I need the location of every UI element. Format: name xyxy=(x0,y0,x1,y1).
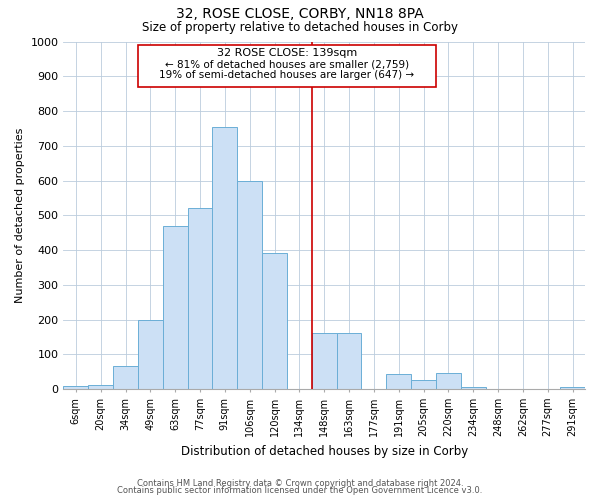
Bar xyxy=(212,126,237,389)
Bar xyxy=(188,208,212,389)
Bar xyxy=(337,334,361,389)
Text: 19% of semi-detached houses are larger (647) →: 19% of semi-detached houses are larger (… xyxy=(160,70,415,80)
Bar xyxy=(461,388,485,389)
Text: 32 ROSE CLOSE: 139sqm: 32 ROSE CLOSE: 139sqm xyxy=(217,48,357,58)
Text: Contains HM Land Registry data © Crown copyright and database right 2024.: Contains HM Land Registry data © Crown c… xyxy=(137,478,463,488)
Bar xyxy=(312,334,337,389)
X-axis label: Distribution of detached houses by size in Corby: Distribution of detached houses by size … xyxy=(181,444,468,458)
FancyBboxPatch shape xyxy=(138,45,436,86)
Text: ← 81% of detached houses are smaller (2,759): ← 81% of detached houses are smaller (2,… xyxy=(165,60,409,70)
Bar xyxy=(436,374,461,389)
Bar xyxy=(386,374,411,389)
Bar xyxy=(138,320,163,389)
Bar xyxy=(411,380,436,389)
Bar xyxy=(113,366,138,389)
Bar xyxy=(88,385,113,389)
Text: Size of property relative to detached houses in Corby: Size of property relative to detached ho… xyxy=(142,21,458,34)
Text: Contains public sector information licensed under the Open Government Licence v3: Contains public sector information licen… xyxy=(118,486,482,495)
Y-axis label: Number of detached properties: Number of detached properties xyxy=(15,128,25,303)
Text: 32, ROSE CLOSE, CORBY, NN18 8PA: 32, ROSE CLOSE, CORBY, NN18 8PA xyxy=(176,8,424,22)
Bar xyxy=(262,254,287,389)
Bar xyxy=(64,386,88,389)
Bar xyxy=(237,180,262,389)
Bar xyxy=(163,226,188,389)
Bar xyxy=(560,388,585,389)
